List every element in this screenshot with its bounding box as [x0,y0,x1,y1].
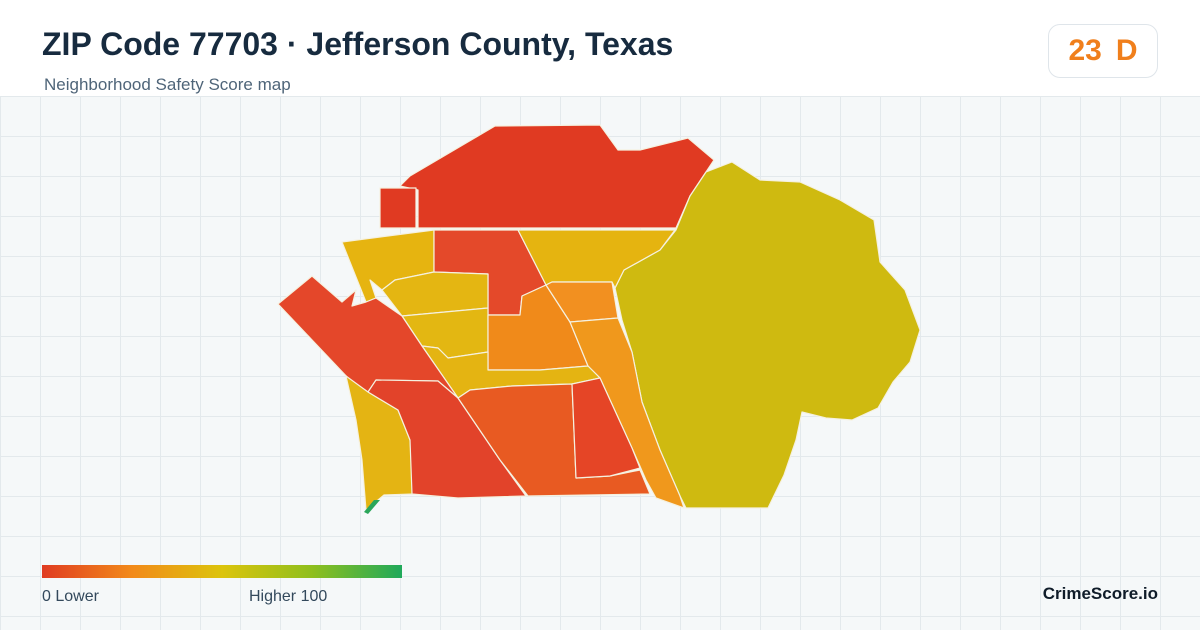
legend-gradient-bar [42,565,402,578]
grade-value: D [1115,34,1138,67]
header: ZIP Code 77703 · Jefferson County, Texas… [0,0,1200,96]
region-south-red-east[interactable] [571,377,641,479]
score-badge: 23 D [1048,24,1158,78]
region-north[interactable] [399,124,715,229]
region-south-red-center[interactable] [367,379,527,499]
page-title: ZIP Code 77703 · Jefferson County, Texas [42,26,674,62]
legend-max-label: Higher 100 [249,588,328,605]
region-north-notch[interactable] [379,187,417,229]
region-small-orange[interactable] [545,281,619,323]
score-value: 23 [1068,34,1102,67]
brand-logo-text: CrimeScore.io [1042,584,1158,603]
region-southwest-sliver [364,500,380,514]
page-subtitle: Neighborhood Safety Score map [44,75,291,94]
legend-min-label: 0 Lower [42,588,99,605]
